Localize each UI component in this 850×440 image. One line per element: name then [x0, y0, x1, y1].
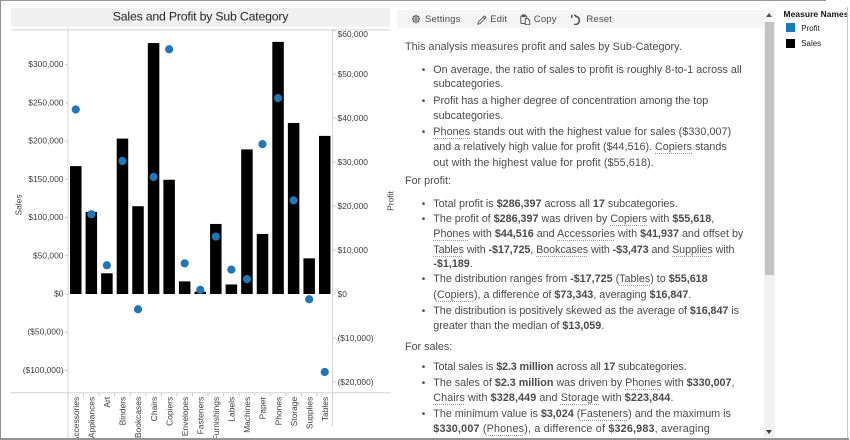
svg-text:($50,000): ($50,000): [27, 327, 63, 337]
svg-text:$200,000: $200,000: [28, 136, 63, 146]
svg-text:Appliances: Appliances: [87, 397, 97, 438]
svg-text:Chairs: Chairs: [149, 397, 159, 421]
svg-text:$30,000: $30,000: [338, 157, 369, 167]
svg-text:Profit: Profit: [385, 191, 395, 211]
svg-text:$40,000: $40,000: [338, 113, 369, 123]
svg-text:Art: Art: [102, 396, 112, 407]
svg-text:Binders: Binders: [118, 397, 128, 426]
svg-text:Sales: Sales: [13, 194, 23, 215]
svg-text:Furnishings: Furnishings: [211, 397, 221, 438]
svg-text:($20,000): ($20,000): [338, 377, 374, 387]
svg-text:$250,000: $250,000: [28, 97, 63, 107]
svg-text:Storage: Storage: [289, 397, 299, 427]
svg-text:Fasteners: Fasteners: [195, 397, 205, 435]
svg-text:$100,000: $100,000: [28, 212, 63, 222]
svg-text:Labels: Labels: [227, 397, 237, 422]
svg-text:($100,000): ($100,000): [23, 365, 64, 375]
svg-text:Phones: Phones: [273, 397, 283, 426]
svg-text:Bookcases: Bookcases: [133, 397, 143, 438]
svg-text:$60,000: $60,000: [338, 29, 369, 39]
svg-text:Sales and Profit by Sub Catego: Sales and Profit by Sub Category: [113, 10, 289, 24]
svg-text:$50,000: $50,000: [33, 250, 64, 260]
svg-text:$50,000: $50,000: [338, 69, 369, 79]
svg-text:$150,000: $150,000: [28, 174, 63, 184]
svg-text:$10,000: $10,000: [338, 245, 369, 255]
svg-text:$0: $0: [54, 289, 64, 299]
svg-text:$20,000: $20,000: [338, 201, 369, 211]
svg-text:Tables: Tables: [320, 397, 330, 421]
svg-text:Paper: Paper: [258, 397, 268, 420]
svg-text:$300,000: $300,000: [28, 59, 63, 69]
svg-text:Machines: Machines: [242, 397, 252, 433]
svg-text:Copiers: Copiers: [164, 397, 174, 426]
svg-text:$0: $0: [338, 289, 348, 299]
svg-text:Envelopes: Envelopes: [180, 397, 190, 436]
svg-text:Supplies: Supplies: [304, 397, 314, 429]
svg-text:($10,000): ($10,000): [338, 333, 374, 343]
svg-text:Accessories: Accessories: [71, 397, 81, 438]
